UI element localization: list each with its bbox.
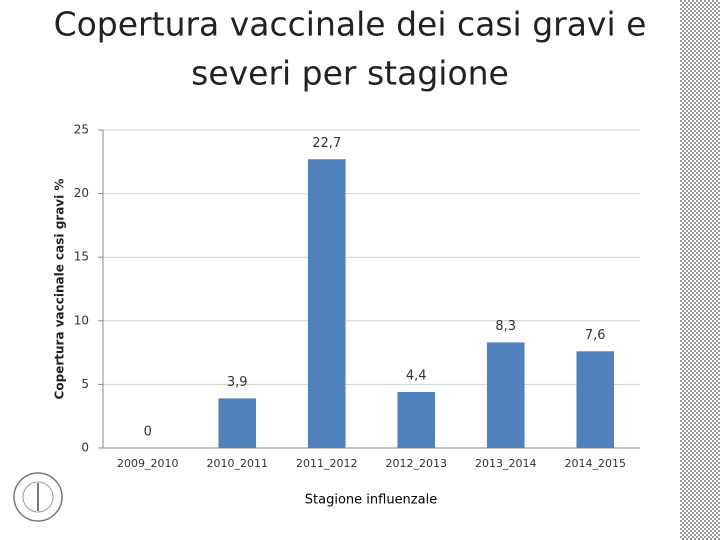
y-tick-label: 5 [81, 377, 89, 391]
y-tick-label: 15 [74, 250, 89, 264]
bar [218, 398, 257, 448]
x-tick-label: 2011_2012 [296, 457, 358, 470]
bar [307, 159, 346, 449]
value-label: 3,9 [227, 375, 248, 390]
x-tick-label: 2012_2013 [386, 457, 448, 470]
x-tick-label: 2010_2011 [207, 457, 269, 470]
value-label: 8,3 [495, 319, 516, 334]
x-tick-label: 2014_2015 [565, 457, 627, 470]
y-tick-label: 10 [74, 313, 89, 327]
decorative-strip [680, 0, 720, 540]
x-tick-label: 2009_2010 [117, 457, 179, 470]
value-label: 4,4 [406, 369, 427, 384]
logo [13, 472, 63, 522]
x-tick-label: 2013_2014 [475, 457, 537, 470]
y-tick-label: 20 [74, 186, 89, 200]
x-axis-label: Stagione influenzale [305, 493, 437, 508]
bar [486, 342, 525, 448]
value-label: 7,6 [585, 328, 606, 343]
y-axis-label: Copertura vaccinale casi gravi % [53, 179, 67, 400]
value-label: 0 [144, 425, 152, 440]
value-label: 22,7 [312, 136, 341, 151]
title-line: severi per stagione [191, 54, 509, 93]
bar [397, 392, 436, 448]
bar [576, 351, 615, 448]
title-line: Copertura vaccinale dei casi gravi e [54, 5, 647, 44]
y-tick-label: 0 [81, 441, 89, 455]
y-tick-label: 25 [74, 123, 89, 137]
